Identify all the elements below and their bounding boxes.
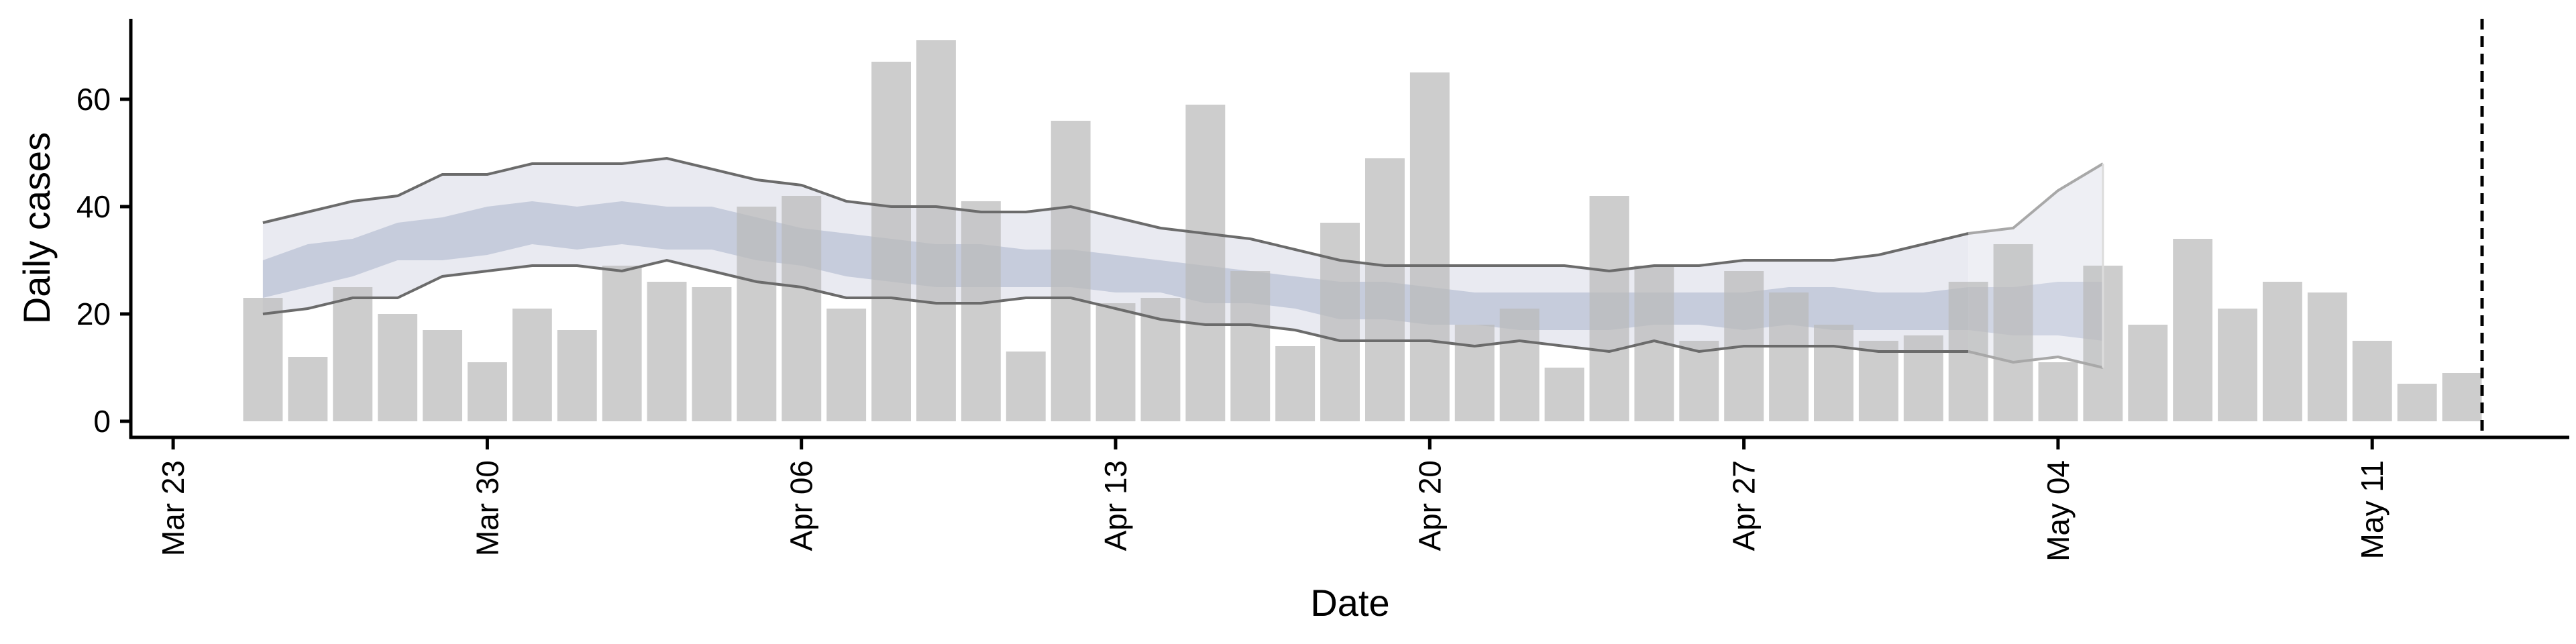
bar-2020-04-25 xyxy=(1679,341,1719,421)
bar-2020-04-29 xyxy=(1858,341,1898,421)
y-tick-label: 40 xyxy=(76,189,111,224)
bar-2020-04-15 xyxy=(1230,271,1271,421)
bar-2020-04-14 xyxy=(1185,105,1226,421)
y-tick-label: 60 xyxy=(76,82,111,117)
bar-2020-05-07 xyxy=(2218,309,2257,421)
bar-2020-04-07 xyxy=(871,62,911,421)
bar-2020-04-30 xyxy=(1903,335,1943,421)
bar-2020-04-21 xyxy=(1499,309,1540,421)
y-axis-ticks: 0 20 40 60 xyxy=(76,82,131,439)
lower-bound-line xyxy=(262,258,1969,354)
bar-2020-04-06 xyxy=(826,309,867,421)
bar-2020-04-12 xyxy=(1095,303,1136,421)
bar-2020-04-08 xyxy=(916,40,956,421)
bar-2020-03-30 xyxy=(512,309,552,421)
bar-2020-04-20 xyxy=(1454,325,1495,421)
y-tick-label: 0 xyxy=(93,404,111,439)
bar-2020-04-16 xyxy=(1275,346,1316,421)
bar-2020-03-29 xyxy=(468,362,507,421)
bar-2020-04-10 xyxy=(1006,352,1046,421)
bar-2020-03-25 xyxy=(288,357,328,421)
bar-2020-05-08 xyxy=(2263,282,2302,421)
bar-2020-03-31 xyxy=(557,330,597,421)
bar-2020-04-01 xyxy=(602,266,642,421)
bar-2020-04-19 xyxy=(1409,72,1450,421)
bar-2020-05-06 xyxy=(2173,239,2213,421)
bar-2020-05-03 xyxy=(2038,362,2078,421)
bar-2020-03-26 xyxy=(333,287,373,421)
bar-2020-03-28 xyxy=(423,330,462,421)
x-tick-label: Mar 30 xyxy=(470,460,504,556)
bar-2020-05-09 xyxy=(2307,292,2347,421)
bar-2020-04-02 xyxy=(647,282,687,421)
bar-2020-04-11 xyxy=(1051,121,1091,421)
bar-2020-05-10 xyxy=(2352,341,2392,421)
x-tick-label: Apr 13 xyxy=(1098,460,1133,551)
bar-2020-04-09 xyxy=(961,201,1001,421)
bar-2020-04-27 xyxy=(1769,292,1809,421)
upper-bound-projection-line xyxy=(1968,162,2104,235)
bar-2020-05-11 xyxy=(2397,384,2437,421)
x-tick-label: Apr 06 xyxy=(784,460,819,551)
lower-bound-projection-line xyxy=(1968,350,2104,369)
x-tick-label: May 11 xyxy=(2355,460,2390,559)
y-tick-label: 20 xyxy=(76,297,111,331)
band-outline-lines xyxy=(262,156,2104,369)
x-tick-label: Mar 23 xyxy=(156,460,191,556)
bar-2020-03-27 xyxy=(378,314,418,421)
inner-band-observed xyxy=(262,201,1969,330)
bar-2020-04-22 xyxy=(1544,368,1585,421)
x-tick-label: Apr 27 xyxy=(1727,460,1762,551)
x-axis-ticks: Mar 23 Mar 30 Apr 06 Apr 13 Apr 20 Apr 27 May … xyxy=(156,437,2390,561)
bar-2020-05-12 xyxy=(2442,373,2482,421)
bar-2020-04-23 xyxy=(1589,196,1629,421)
bar-2020-04-28 xyxy=(1814,325,1854,421)
bar-2020-05-02 xyxy=(1993,244,2033,421)
bar-2020-04-05 xyxy=(782,196,822,421)
upper-bound-line xyxy=(262,156,1969,273)
bar-2020-05-05 xyxy=(2128,325,2168,421)
bar-2020-04-03 xyxy=(692,287,732,421)
axes xyxy=(129,19,2569,439)
x-axis-title: Date xyxy=(1310,582,1389,624)
x-tick-label: Apr 20 xyxy=(1412,460,1447,551)
bar-2020-04-04 xyxy=(737,207,777,421)
bar-2020-04-18 xyxy=(1365,158,1405,421)
bar-2020-03-24 xyxy=(243,298,283,421)
inner-band-projection xyxy=(1968,282,2103,341)
y-axis-title: Daily cases xyxy=(15,132,58,324)
x-tick-label: May 04 xyxy=(2041,460,2076,561)
bar-2020-04-17 xyxy=(1320,223,1360,421)
